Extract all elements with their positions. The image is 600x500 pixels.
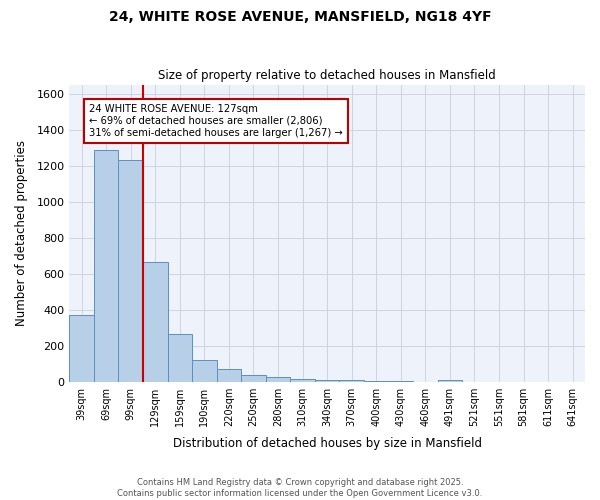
Bar <box>340 380 364 382</box>
Bar <box>266 377 290 382</box>
Bar <box>217 370 241 382</box>
Title: Size of property relative to detached houses in Mansfield: Size of property relative to detached ho… <box>158 69 496 82</box>
Bar <box>241 375 266 382</box>
Bar <box>192 360 217 382</box>
Bar <box>389 381 413 382</box>
X-axis label: Distribution of detached houses by size in Mansfield: Distribution of detached houses by size … <box>173 437 482 450</box>
Bar <box>143 262 167 382</box>
Bar <box>118 160 143 382</box>
Bar <box>290 379 315 382</box>
Text: Contains HM Land Registry data © Crown copyright and database right 2025.
Contai: Contains HM Land Registry data © Crown c… <box>118 478 482 498</box>
Bar <box>315 380 340 382</box>
Text: 24, WHITE ROSE AVENUE, MANSFIELD, NG18 4YF: 24, WHITE ROSE AVENUE, MANSFIELD, NG18 4… <box>109 10 491 24</box>
Bar <box>70 315 94 382</box>
Bar <box>437 380 462 382</box>
Text: 24 WHITE ROSE AVENUE: 127sqm
← 69% of detached houses are smaller (2,806)
31% of: 24 WHITE ROSE AVENUE: 127sqm ← 69% of de… <box>89 104 343 138</box>
Bar <box>364 381 389 382</box>
Bar <box>94 150 118 382</box>
Y-axis label: Number of detached properties: Number of detached properties <box>15 140 28 326</box>
Bar <box>167 334 192 382</box>
